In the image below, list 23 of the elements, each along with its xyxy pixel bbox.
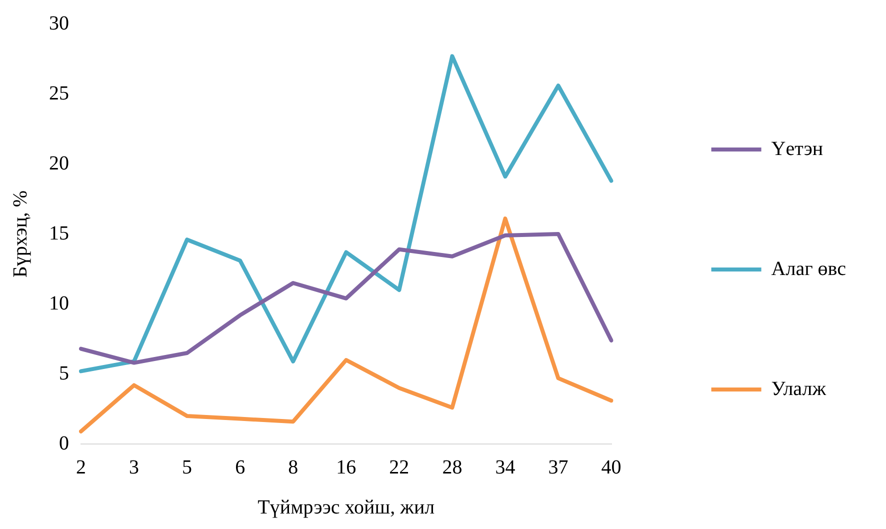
y-tick-label: 15 [49, 222, 69, 244]
y-tick-label: 5 [59, 362, 69, 384]
x-tick-label: 3 [129, 456, 140, 478]
y-tick-label: 10 [49, 292, 69, 314]
y-tick-label: 30 [49, 12, 69, 34]
legend-label: Улалж [771, 378, 826, 400]
y-tick-label: 0 [59, 432, 69, 454]
x-tick-label: 37 [548, 456, 568, 478]
x-tick-label: 8 [288, 456, 298, 478]
x-tick-label: 22 [389, 456, 410, 478]
legend-label: Алаг өвс [771, 258, 846, 280]
x-axis-title: Түймрээс хойш, жил [258, 496, 435, 518]
y-axis-title: Бүрхэц, % [9, 190, 32, 278]
x-tick-label: 16 [336, 456, 356, 478]
y-tick-label: 20 [49, 152, 69, 174]
legend-label: Үетэн [771, 138, 824, 160]
x-tick-label: 34 [495, 456, 516, 478]
y-tick-label: 25 [49, 82, 69, 104]
x-tick-label: 28 [442, 456, 462, 478]
x-tick-label: 40 [601, 456, 622, 478]
x-tick-label: 2 [76, 456, 86, 478]
x-tick-label: 6 [235, 456, 246, 478]
x-tick-label: 5 [182, 456, 192, 478]
